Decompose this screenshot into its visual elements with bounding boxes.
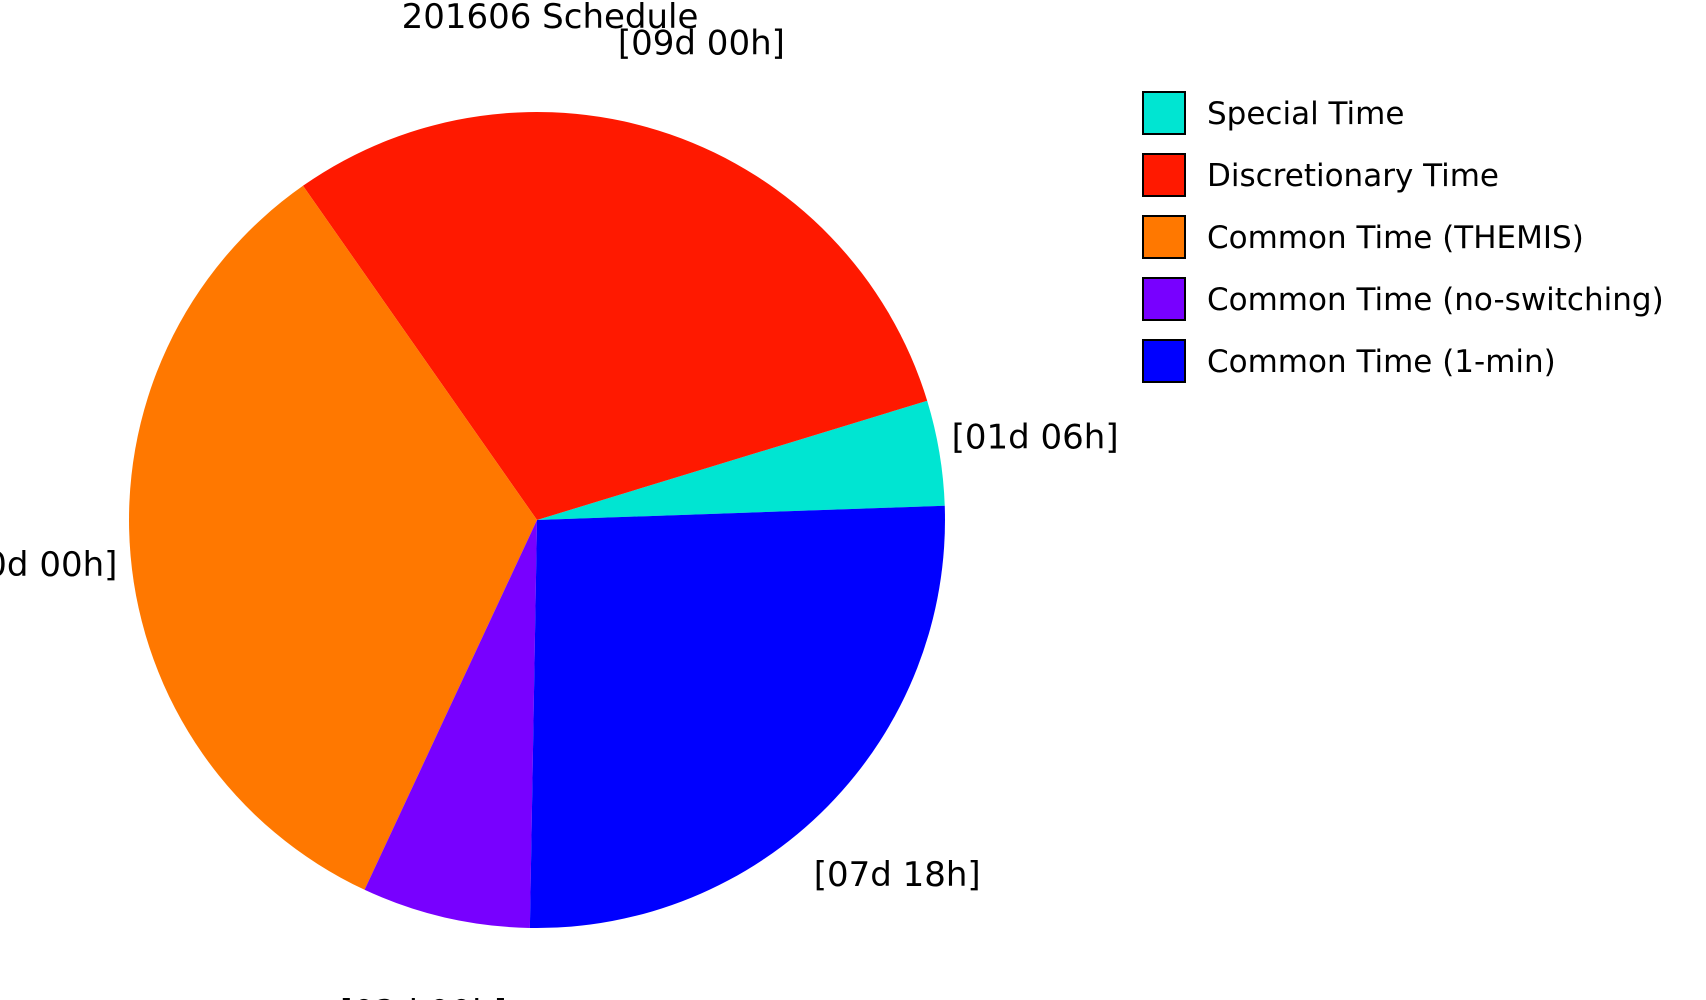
legend-label-common-time-themis: Common Time (THEMIS) bbox=[1207, 220, 1584, 256]
slice-label-common-time-no-switching: [02d 00h] bbox=[340, 993, 507, 1000]
legend-label-common-time-no-switching: Common Time (no-switching) bbox=[1207, 282, 1664, 318]
legend-label-common-time-1-min: Common Time (1-min) bbox=[1207, 344, 1556, 380]
pie-slice-discretionary-time bbox=[302, 112, 928, 520]
chart-title: 201606 Schedule bbox=[402, 0, 699, 37]
legend-label-special-time: Special Time bbox=[1207, 96, 1404, 132]
pie-slice-labels: [01d 06h] [09d 00h] [10d 00h] [02d 00h] [07d… bbox=[0, 24, 1119, 1000]
pie-slice-special-time bbox=[537, 400, 945, 520]
slice-label-common-time-1-min: [07d 18h] bbox=[814, 855, 981, 895]
pie-slices bbox=[129, 112, 945, 929]
slice-label-discretionary-time: [09d 00h] bbox=[618, 24, 785, 64]
pie-slice-common-time-themis bbox=[129, 185, 537, 890]
legend-swatch-common-time-themis bbox=[1142, 215, 1186, 259]
legend: Special Time Discretionary Time Common Tim… bbox=[1142, 91, 1664, 383]
legend-swatch-special-time bbox=[1142, 91, 1186, 135]
pie-slice-common-time-1-min bbox=[529, 505, 945, 929]
legend-swatch-common-time-no-switching bbox=[1142, 277, 1186, 321]
slice-label-special-time: [01d 06h] bbox=[952, 418, 1119, 458]
legend-swatch-discretionary-time bbox=[1142, 153, 1186, 197]
pie-slice-common-time-no-switching bbox=[364, 520, 537, 928]
legend-swatch-common-time-1-min bbox=[1142, 339, 1186, 383]
legend-label-discretionary-time: Discretionary Time bbox=[1207, 158, 1499, 194]
slice-label-common-time-themis: [10d 00h] bbox=[0, 545, 117, 585]
